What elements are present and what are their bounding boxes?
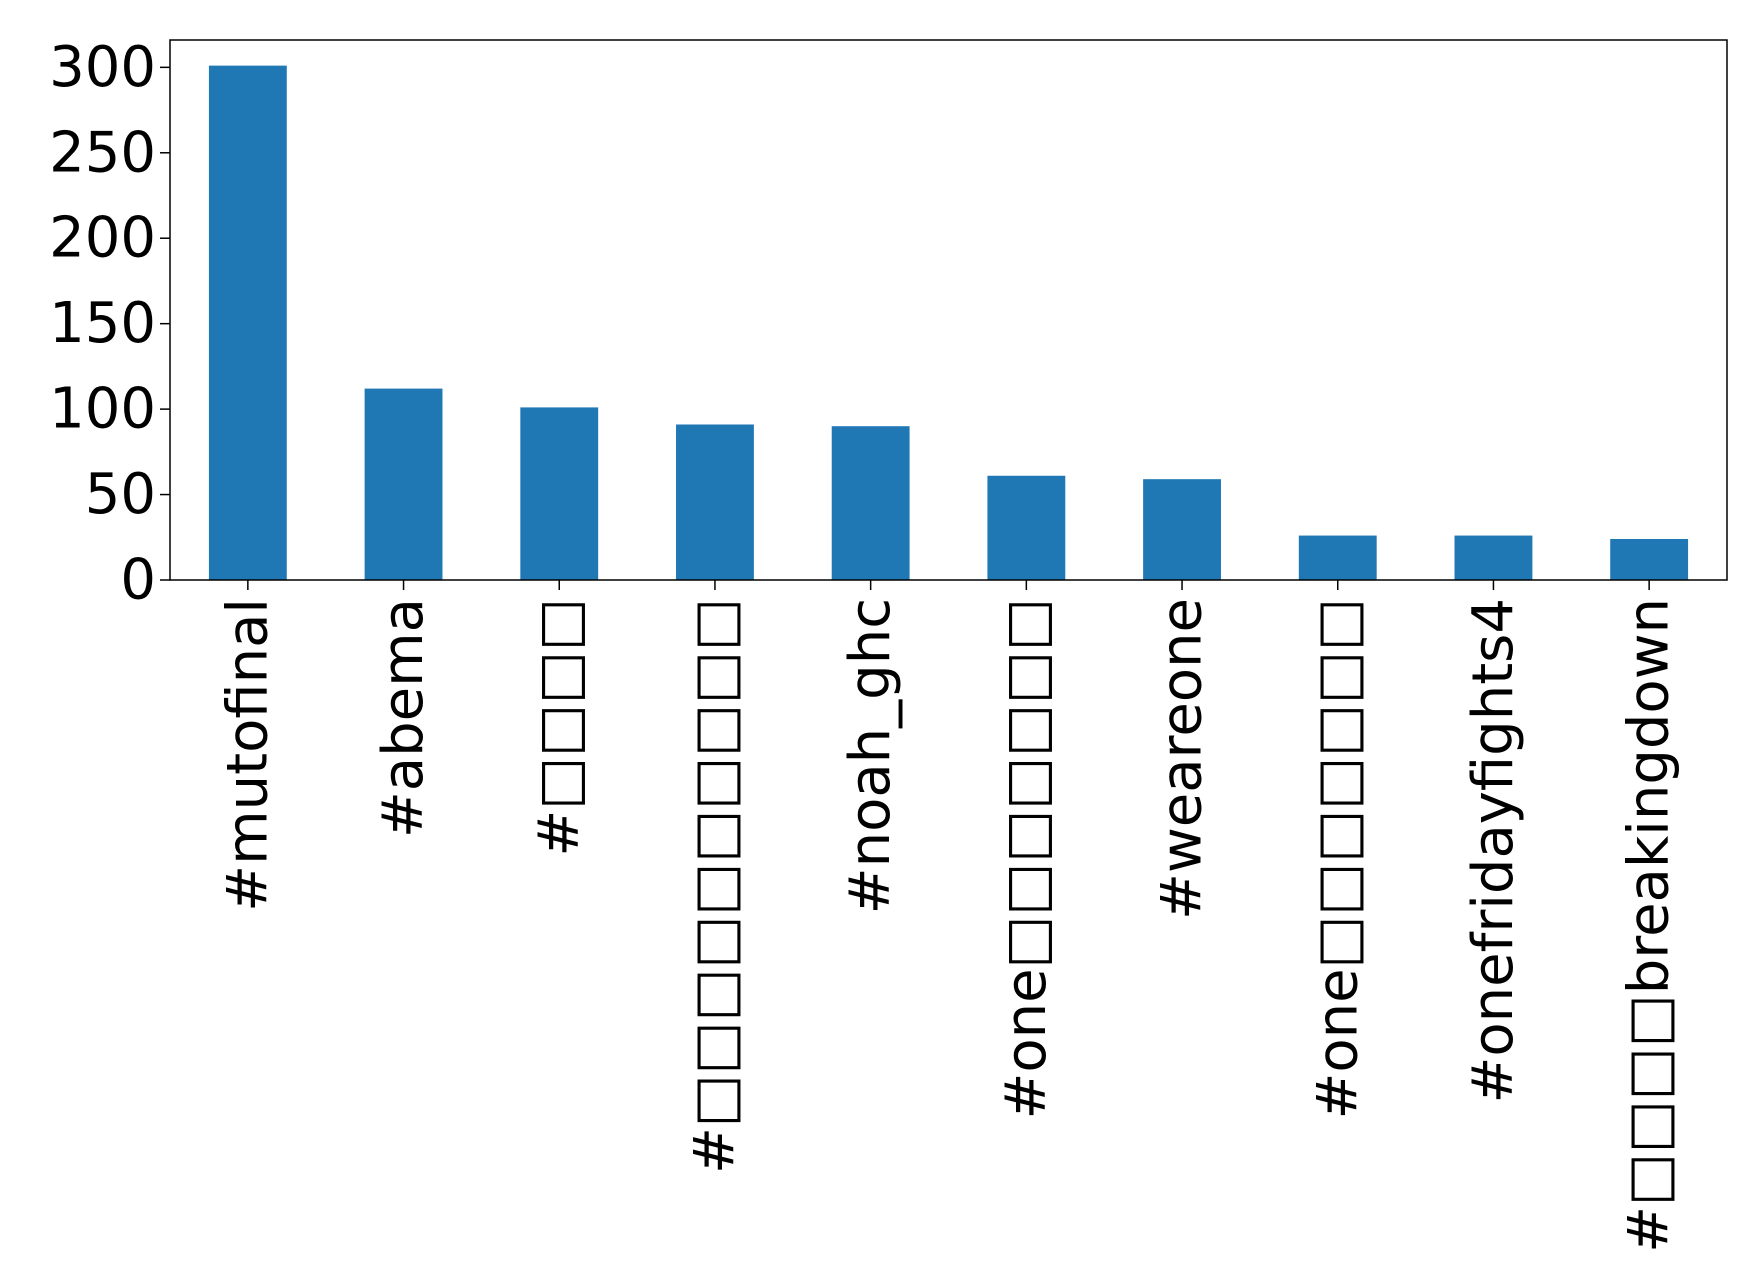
x-tick-label-5: #one□□□□□□□ — [994, 598, 1059, 1120]
x-tick-label-3: #□□□□□□□□□□ — [682, 598, 747, 1174]
x-tick-label-1: #abema — [371, 598, 436, 838]
x-tick-label-8: #onefridayfights4 — [1461, 598, 1526, 1104]
x-axis: #mutofinal #abema #□□□□ #□□□□□□□□□□ #noah_gh… — [215, 580, 1682, 1253]
bar-8 — [1454, 535, 1533, 580]
y-tick-label-2: 100 — [49, 377, 156, 442]
x-tick-label-4: #noah_ghc — [838, 598, 903, 914]
y-tick-label-0: 0 — [120, 548, 156, 613]
y-tick-label-1: 50 — [85, 462, 156, 527]
x-tick-label-2: #□□□□ — [527, 598, 592, 857]
bars-layer — [208, 65, 1689, 580]
bar-5 — [987, 475, 1066, 580]
x-tick-label-6: #weareone — [1150, 598, 1215, 920]
bar-1 — [364, 388, 443, 580]
bar-2 — [520, 407, 599, 580]
y-tick-label-4: 200 — [49, 206, 156, 271]
bar-3 — [676, 424, 754, 580]
x-tick-label-7: #one□□□□□□□ — [1305, 598, 1370, 1120]
x-tick-label-9: #□□□□breakingdown — [1617, 598, 1682, 1253]
bar-7 — [1298, 535, 1377, 580]
bar-9 — [1610, 538, 1689, 580]
bar-0 — [208, 65, 287, 580]
y-tick-label-5: 250 — [49, 120, 156, 185]
y-tick-label-6: 300 — [49, 35, 156, 100]
bar-4 — [831, 426, 910, 580]
y-axis: 0 50 100 150 200 250 300 — [49, 35, 170, 613]
y-tick-label-3: 150 — [49, 291, 156, 356]
x-tick-label-0: #mutofinal — [215, 598, 280, 912]
plot-frame — [169, 39, 1728, 581]
bar-6 — [1143, 479, 1221, 580]
